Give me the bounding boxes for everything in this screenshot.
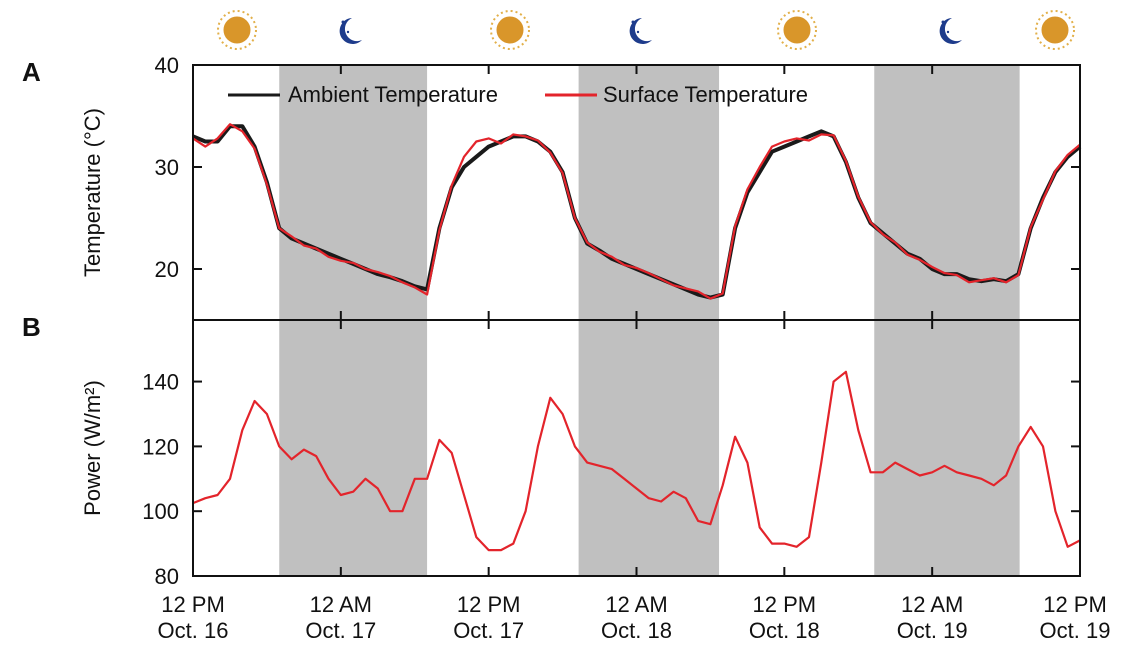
y-tick-label: 20: [155, 257, 179, 282]
panel-label: A: [22, 57, 41, 87]
series-line: [192, 123, 1081, 300]
y-axis-label: Power (W/m²): [80, 380, 105, 516]
y-tick-label: 40: [155, 53, 179, 78]
x-tick-label: 12 AM Oct. 17: [305, 592, 377, 643]
day-night-icons: [217, 10, 1075, 50]
series-line: [192, 370, 1081, 552]
x-tick-label: 12 PM Oct. 16: [157, 592, 229, 643]
x-tick-label: 12 AM Oct. 18: [601, 592, 672, 643]
y-tick-label: 120: [142, 434, 179, 459]
x-tick-label: 12 PM Oct. 18: [748, 592, 820, 643]
x-tick-label: 12 AM Oct. 19: [896, 592, 968, 643]
panel-label: B: [22, 312, 41, 342]
y-tick-label: 140: [142, 370, 179, 395]
legend-label: Ambient Temperature: [288, 82, 498, 107]
y-tick-label: 30: [155, 155, 179, 180]
y-tick-label: 80: [155, 564, 179, 589]
legend-label: Surface Temperature: [603, 82, 808, 107]
x-tick-label: 12 PM Oct. 17: [453, 592, 525, 643]
plot-frame: [192, 319, 1081, 577]
x-tick-label: 12 PM Oct. 19: [1039, 592, 1111, 643]
y-axis-label: Temperature (°C): [80, 108, 105, 277]
y-tick-label: 100: [142, 499, 179, 524]
